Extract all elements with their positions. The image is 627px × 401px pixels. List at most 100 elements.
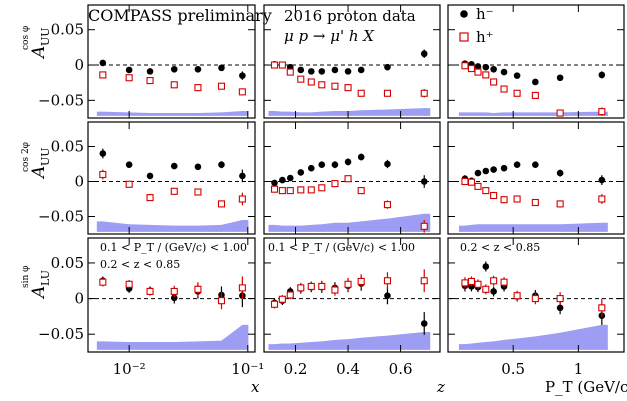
- legend: h⁻ h⁺: [459, 5, 494, 46]
- row-label-main: A: [29, 286, 49, 300]
- y-tick-label: 0: [74, 56, 84, 74]
- data-point-h-plus: [556, 295, 564, 303]
- data-point-h-plus: [146, 287, 154, 295]
- data-point-h-plus: [467, 178, 476, 186]
- row-label-main: A: [29, 46, 49, 60]
- data-point-h-plus: [513, 89, 521, 97]
- data-point-h-plus: [420, 89, 428, 97]
- x-tick-label: 10⁻²: [113, 360, 146, 378]
- data-point-h-plus: [278, 295, 286, 303]
- panel-frame: [263, 4, 441, 119]
- row-label-sub: UU: [39, 27, 52, 46]
- data-point-h-plus: [125, 74, 133, 82]
- data-point-h-plus: [383, 201, 392, 209]
- row-label-sub: UU: [39, 147, 52, 166]
- data-point-h-plus: [99, 71, 107, 79]
- data-point-h-plus: [217, 297, 226, 305]
- data-point-h-plus: [357, 89, 365, 97]
- row-label-main: A: [29, 166, 49, 180]
- panel-frame: [263, 237, 441, 353]
- data-point-h-plus: [307, 78, 315, 86]
- data-point-h-minus: [532, 161, 539, 168]
- y-tick-label: −0.05: [38, 208, 84, 226]
- y-tick-label: −0.05: [38, 91, 84, 109]
- data-point-h-minus: [482, 263, 490, 270]
- data-point-h-minus: [490, 166, 497, 173]
- systematic-band: [268, 213, 431, 232]
- data-point-h-minus: [318, 161, 326, 168]
- data-point-h-minus: [490, 65, 497, 73]
- data-point-h-plus: [270, 185, 279, 193]
- data-point-h-minus: [170, 65, 178, 73]
- data-point-h-plus: [556, 109, 564, 117]
- data-point-h-minus: [344, 158, 352, 166]
- data-point-h-plus: [217, 200, 226, 208]
- row-label-sup: cos φ: [21, 26, 31, 50]
- data-point-h-plus: [474, 182, 482, 190]
- data-point-h-minus: [556, 304, 564, 312]
- data-point-h-plus: [461, 62, 469, 70]
- systematic-band: [268, 108, 431, 116]
- xlabel-pt: P_T (GeV/c): [545, 378, 627, 396]
- data-point-h-plus: [500, 85, 508, 93]
- data-point-h-minus: [125, 66, 133, 74]
- systematic-band: [458, 324, 608, 350]
- row-label-sub: LU: [39, 270, 52, 286]
- xlabel-z: z: [436, 378, 445, 396]
- data-point-h-plus: [99, 278, 107, 286]
- data-point-h-plus: [125, 280, 133, 288]
- data-point-h-plus: [238, 284, 246, 292]
- systematic-band: [458, 111, 608, 116]
- data-point-h-minus: [513, 161, 521, 168]
- data-point-h-plus: [461, 279, 469, 287]
- data-point-h-minus: [218, 161, 225, 168]
- xlabel-x: x: [251, 378, 260, 396]
- data-point-h-plus: [474, 68, 482, 76]
- y-tick-label: 0.05: [51, 21, 84, 39]
- data-point-h-plus: [357, 187, 365, 195]
- data-point-h-minus: [420, 320, 428, 327]
- data-point-h-minus: [500, 68, 508, 76]
- data-point-h-plus: [500, 278, 508, 286]
- data-point-h-plus: [194, 285, 202, 293]
- panel-frame: [263, 121, 441, 235]
- data-point-h-minus: [286, 174, 294, 182]
- data-point-h-plus: [598, 304, 606, 312]
- systematic-band: [458, 222, 608, 232]
- panel-frame: [87, 4, 256, 119]
- data-point-h-plus: [383, 277, 392, 285]
- data-point-h-plus: [482, 71, 490, 79]
- data-point-h-minus: [99, 59, 107, 67]
- cut-label-pt-range: 0.1 < P_T / (GeV/c) < 1.00: [100, 241, 247, 254]
- data-point-h-plus: [344, 280, 352, 288]
- data-point-h-minus: [598, 71, 606, 79]
- data-point-h-minus: [474, 63, 482, 70]
- data-point-h-plus: [125, 180, 133, 188]
- x-tick-label: 10⁻¹: [231, 360, 264, 378]
- data-point-h-minus: [331, 66, 339, 74]
- panel-frames: [87, 4, 625, 353]
- data-point-h-plus: [170, 81, 178, 89]
- data-point-h-plus: [420, 277, 428, 285]
- y-tick-label: −0.05: [38, 325, 84, 343]
- data-point-h-plus: [194, 188, 202, 196]
- cut-label-pt-range: 0.1 < P_T / (GeV/c) < 1.00: [268, 241, 415, 254]
- data-point-h-plus: [383, 89, 392, 97]
- legend-label-h-minus: h⁻: [476, 5, 494, 23]
- data-point-h-plus: [331, 82, 339, 90]
- data-point-h-minus: [170, 294, 178, 302]
- systematic-band: [96, 220, 249, 232]
- data-point-h-minus: [482, 63, 490, 71]
- data-point-h-plus: [344, 84, 352, 92]
- data-point-h-minus: [331, 161, 339, 168]
- data-point-h-plus: [286, 291, 294, 299]
- data-point-h-minus: [384, 63, 391, 71]
- data-point-h-minus: [307, 164, 315, 172]
- data-point-h-minus: [170, 162, 178, 170]
- data-point-h-minus: [279, 176, 286, 184]
- data-point-h-plus: [270, 300, 279, 308]
- data-point-h-minus: [357, 153, 365, 161]
- x-tick-label: 0.4: [336, 360, 360, 378]
- data-point-h-plus: [99, 170, 107, 179]
